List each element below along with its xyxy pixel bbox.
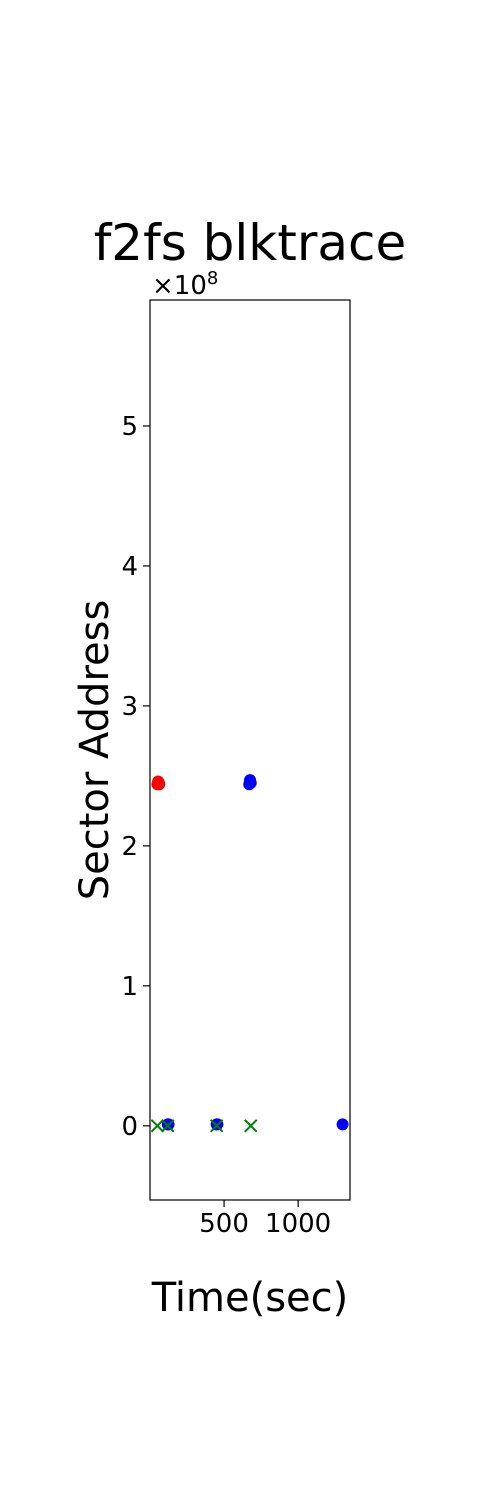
y-tick-label: 3 (121, 692, 138, 722)
circle-marker-point (153, 778, 166, 791)
y-tick-label: 1 (121, 972, 138, 1002)
y-tick-label: 0 (121, 1112, 138, 1142)
x-tick-label: 500 (199, 1209, 249, 1239)
x-axis: 500 1000 (199, 1200, 331, 1239)
y-tick-label: 4 (121, 552, 138, 582)
data-points (150, 774, 349, 1133)
x-marker-point (244, 1119, 258, 1133)
x-marker-point (209, 1119, 224, 1133)
y-axis: 0 1 2 3 4 5 (121, 412, 150, 1142)
x-tick-label: 1000 (265, 1209, 331, 1239)
y-tick-label: 2 (121, 832, 138, 862)
chart-title: f2fs blktrace (94, 214, 407, 272)
x-marker-point (161, 1119, 175, 1133)
y-axis-label: Sector Address (72, 600, 118, 901)
plot-area (149, 299, 351, 1201)
circle-marker-point (336, 1118, 349, 1131)
circle-marker-point (244, 776, 257, 789)
x-marker-point (150, 1119, 165, 1133)
x-axis-label: Time(sec) (151, 1275, 349, 1321)
y-axis-exponent: 8 (207, 268, 218, 289)
y-axis-multiplier: ×108 (152, 268, 218, 301)
y-tick-label: 5 (121, 412, 138, 442)
